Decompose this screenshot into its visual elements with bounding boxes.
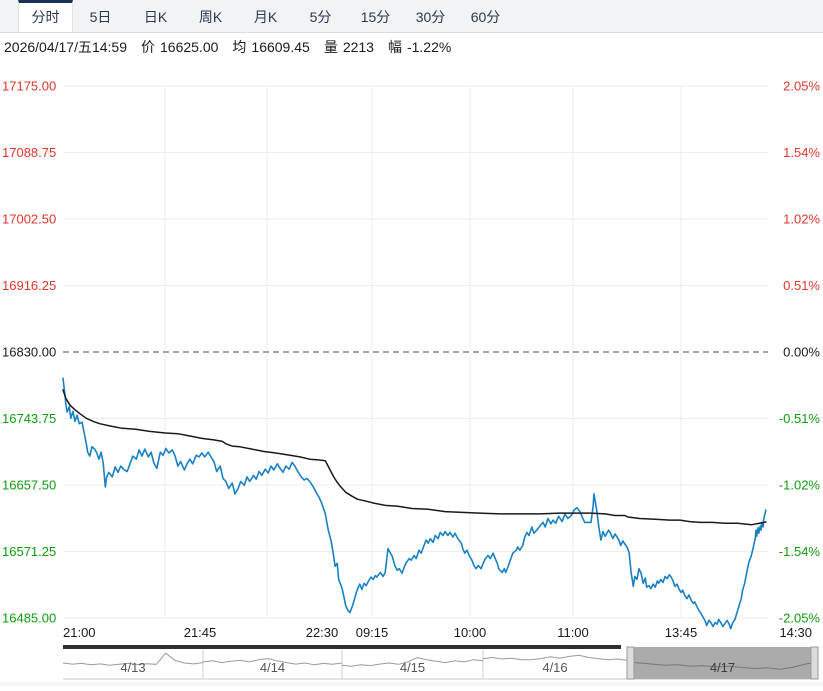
y-axis-right-label: -2.05%: [779, 611, 821, 626]
quote-price: 价 16625.00: [141, 37, 218, 57]
avg-value: 16609.45: [251, 38, 310, 55]
tab-15min[interactable]: 15分: [360, 9, 391, 25]
volume-label: 量: [323, 38, 338, 55]
y-axis-right-label: -0.51%: [779, 411, 821, 426]
x-axis-label: 09:15: [356, 625, 389, 640]
x-axis-label: 11:00: [557, 625, 589, 640]
quote-average: 均 16609.45: [232, 37, 309, 57]
tab-60min[interactable]: 60分: [470, 9, 501, 25]
y-axis-right-label: 0.51%: [783, 278, 820, 293]
navigator-sparkline: [626, 661, 819, 670]
quote-datetime: 2026/04/17/五14:59: [4, 38, 127, 55]
navigator-date-label: 4/16: [542, 660, 567, 675]
price-line: [62, 377, 767, 630]
navigator-section-4-13[interactable]: 4/13: [62, 650, 204, 678]
navigator-date-label: 4/14: [260, 660, 285, 675]
y-axis-right-label: 1.54%: [783, 145, 820, 160]
axis-baseline-bar: [63, 645, 621, 649]
y-axis-left-label: 16743.75: [2, 411, 56, 426]
y-axis-right-label: -1.02%: [779, 478, 821, 493]
x-axis-label: 13:45: [665, 625, 698, 640]
tab-5min[interactable]: 5分: [309, 9, 332, 25]
tab-daily-k[interactable]: 日K: [143, 9, 168, 25]
y-axis-left-label: 17002.50: [2, 212, 56, 227]
avg-label: 均: [232, 38, 247, 55]
navigator-section-4-14[interactable]: 4/14: [202, 650, 343, 678]
tab-monthly-k[interactable]: 月K: [253, 9, 278, 25]
y-axis-left-label: 16830.00: [2, 345, 56, 360]
y-axis-left-label: 16657.50: [2, 478, 56, 493]
y-axis-right-label: -1.54%: [779, 544, 821, 559]
navigator-section-4-17[interactable]: 4/17: [626, 646, 819, 680]
period-tabbar: 分时 5日 日K 周K 月K 5分 15分 30分 60分: [0, 0, 823, 33]
navigator-sparkline: [202, 658, 343, 666]
price-label: 价: [141, 38, 155, 55]
navigator-date-label: 4/17: [710, 660, 735, 675]
navigator-section-4-15[interactable]: 4/15: [341, 650, 484, 678]
range-value: -1.22%: [406, 38, 452, 55]
y-axis-left-label: 17175.00: [2, 79, 56, 94]
y-axis-right-label: 2.05%: [783, 79, 820, 94]
navigator-sparkline: [482, 654, 628, 661]
y-axis-left-label: 16571.25: [2, 544, 56, 559]
y-axis-left-label: 16485.00: [2, 611, 56, 626]
navigator-section-4-16[interactable]: 4/16: [482, 650, 628, 678]
x-axis-label: 14:30: [779, 625, 812, 640]
x-axis-label: 21:00: [63, 625, 96, 640]
range-label: 幅: [387, 38, 402, 55]
y-axis-left-label: 16916.25: [2, 278, 56, 293]
quote-range: 幅 -1.22%: [388, 37, 451, 57]
footer-strip: [0, 682, 823, 686]
navigator-date-label: 4/13: [120, 660, 145, 675]
intraday-chart: 17175.00 2.05% 17088.75 1.54% 17002.50 1.02% 1…: [0, 79, 823, 686]
navigator-sparkline: [62, 652, 204, 666]
navigator-handle-right[interactable]: [810, 646, 819, 680]
navigator-handle-left[interactable]: [626, 646, 635, 680]
quote-volume: 量 2213: [324, 37, 374, 57]
navigator-sparkline: [341, 656, 484, 667]
x-axis-label: 22:30: [306, 625, 339, 640]
tab-30min[interactable]: 30分: [415, 9, 446, 25]
tab-5day[interactable]: 5日: [89, 9, 112, 25]
volume-value: 2213: [342, 38, 374, 55]
average-line: [62, 389, 767, 526]
price-value: 16625.00: [160, 38, 219, 55]
navigator-selected-range[interactable]: [627, 647, 818, 679]
navigator-date-label: 4/15: [400, 660, 425, 675]
y-axis-left-label: 17088.75: [2, 145, 56, 160]
y-axis-right-label: 0.00%: [783, 345, 820, 360]
tab-weekly-k[interactable]: 周K: [198, 9, 223, 25]
x-axis-label: 10:00: [454, 625, 487, 640]
tab-minute[interactable]: 分时: [18, 0, 73, 32]
y-axis-right-label: 1.02%: [783, 212, 820, 227]
x-axis-label: 21:45: [184, 625, 217, 640]
